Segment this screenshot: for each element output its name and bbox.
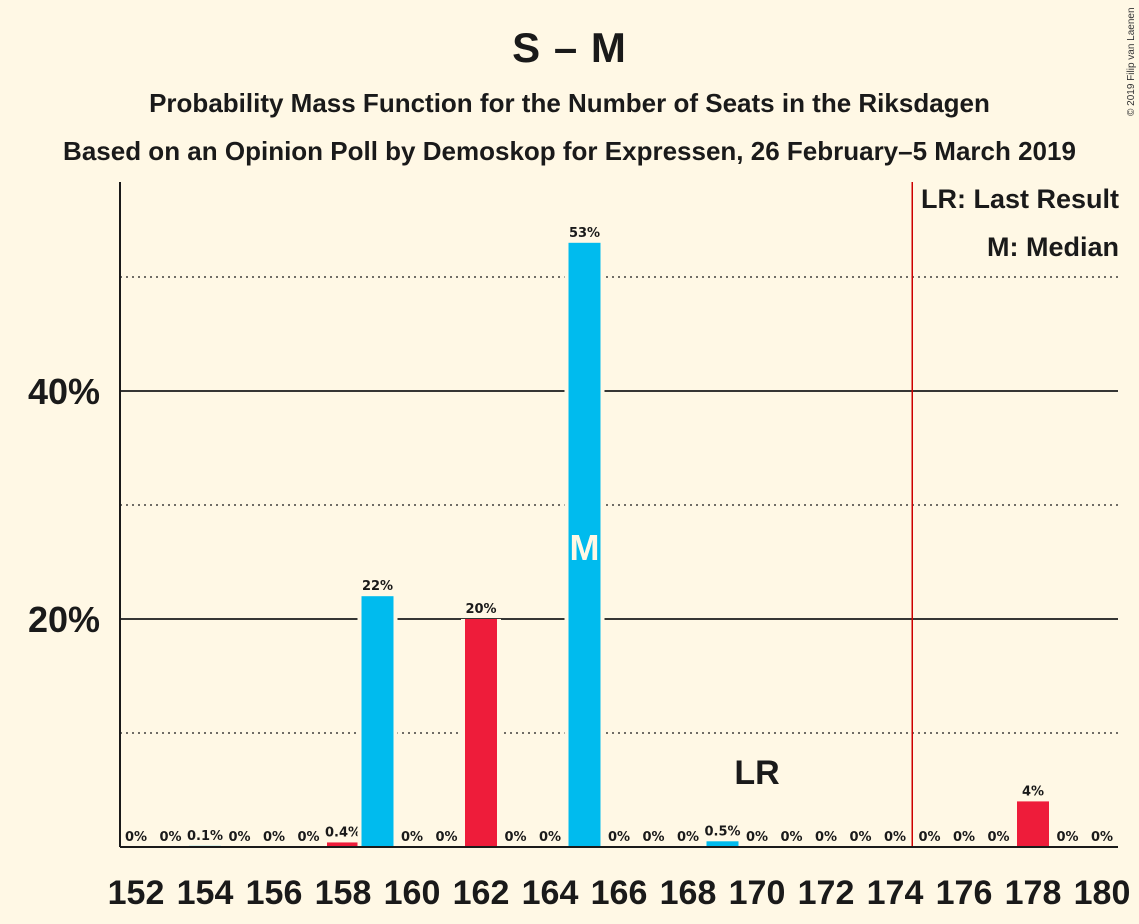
x-tick-label: 158	[315, 874, 372, 912]
bar-label-seat-158: 0.4%	[325, 825, 361, 840]
bar-label-seat-173: 0%	[849, 830, 871, 845]
bar-label-seat-161: 0%	[435, 830, 457, 845]
bar-seat-159	[361, 596, 394, 847]
x-tick-label: 168	[660, 874, 717, 912]
bar-label-seat-155: 0%	[228, 830, 250, 845]
bar-label-seat-176: 0%	[953, 830, 975, 845]
bar-seat-162	[465, 619, 497, 847]
x-tick-label: 164	[522, 874, 579, 912]
x-tick-label: 172	[798, 874, 855, 912]
bar-label-seat-177: 0%	[987, 830, 1009, 845]
bar-seat-158	[327, 842, 359, 847]
bar-label-seat-178: 4%	[1022, 784, 1044, 799]
legend-median: M: Median	[987, 232, 1119, 262]
bar-label-seat-174: 0%	[884, 830, 906, 845]
bar-label-seat-164: 0%	[539, 830, 561, 845]
bar-label-seat-156: 0%	[263, 830, 285, 845]
x-tick-label: 160	[384, 874, 441, 912]
x-tick-label: 154	[177, 874, 234, 912]
bar-label-seat-154: 0.1%	[187, 829, 223, 844]
x-tick-label: 156	[246, 874, 303, 912]
bar-label-seat-152: 0%	[125, 830, 147, 845]
legend-last-result: LR: Last Result	[920, 184, 1119, 214]
bar-label-seat-180: 0%	[1091, 830, 1113, 845]
x-tick-label: 162	[453, 874, 510, 912]
x-tick-label: 180	[1074, 874, 1131, 912]
chart-title: S – M	[512, 24, 627, 71]
bar-label-seat-166: 0%	[608, 830, 630, 845]
bar-label-seat-162: 20%	[465, 602, 496, 617]
median-marker: M	[570, 527, 600, 568]
bar-label-seat-157: 0%	[297, 830, 319, 845]
chart-subtitle: Probability Mass Function for the Number…	[149, 88, 990, 118]
bar-label-seat-153: 0%	[159, 830, 181, 845]
bar-seat-178	[1017, 801, 1049, 847]
bar-label-seat-171: 0%	[780, 830, 802, 845]
bar-label-seat-167: 0%	[642, 830, 664, 845]
bar-label-seat-170: 0%	[746, 830, 768, 845]
bar-label-seat-172: 0%	[815, 830, 837, 845]
bar-label-seat-163: 0%	[504, 830, 526, 845]
bar-label-seat-160: 0%	[401, 830, 423, 845]
bar-seat-169	[706, 841, 739, 847]
x-tick-label: 174	[867, 874, 924, 912]
last-result-label: LR	[734, 754, 779, 792]
bar-label-seat-175: 0%	[918, 830, 940, 845]
bar-seat-165	[568, 242, 601, 848]
bar-label-seat-165: 53%	[569, 226, 600, 241]
x-tick-label: 176	[936, 874, 993, 912]
x-tick-label: 170	[729, 874, 786, 912]
y-tick-label: 20%	[28, 599, 100, 640]
y-tick-label: 40%	[28, 371, 100, 412]
bar-label-seat-179: 0%	[1056, 830, 1078, 845]
x-tick-label: 152	[108, 874, 165, 912]
x-tick-label: 178	[1005, 874, 1062, 912]
bar-label-seat-169: 0.5%	[704, 824, 740, 839]
bar-label-seat-159: 22%	[362, 579, 393, 594]
chart-source: Based on an Opinion Poll by Demoskop for…	[63, 136, 1076, 166]
bar-label-seat-168: 0%	[677, 830, 699, 845]
x-tick-label: 166	[591, 874, 648, 912]
